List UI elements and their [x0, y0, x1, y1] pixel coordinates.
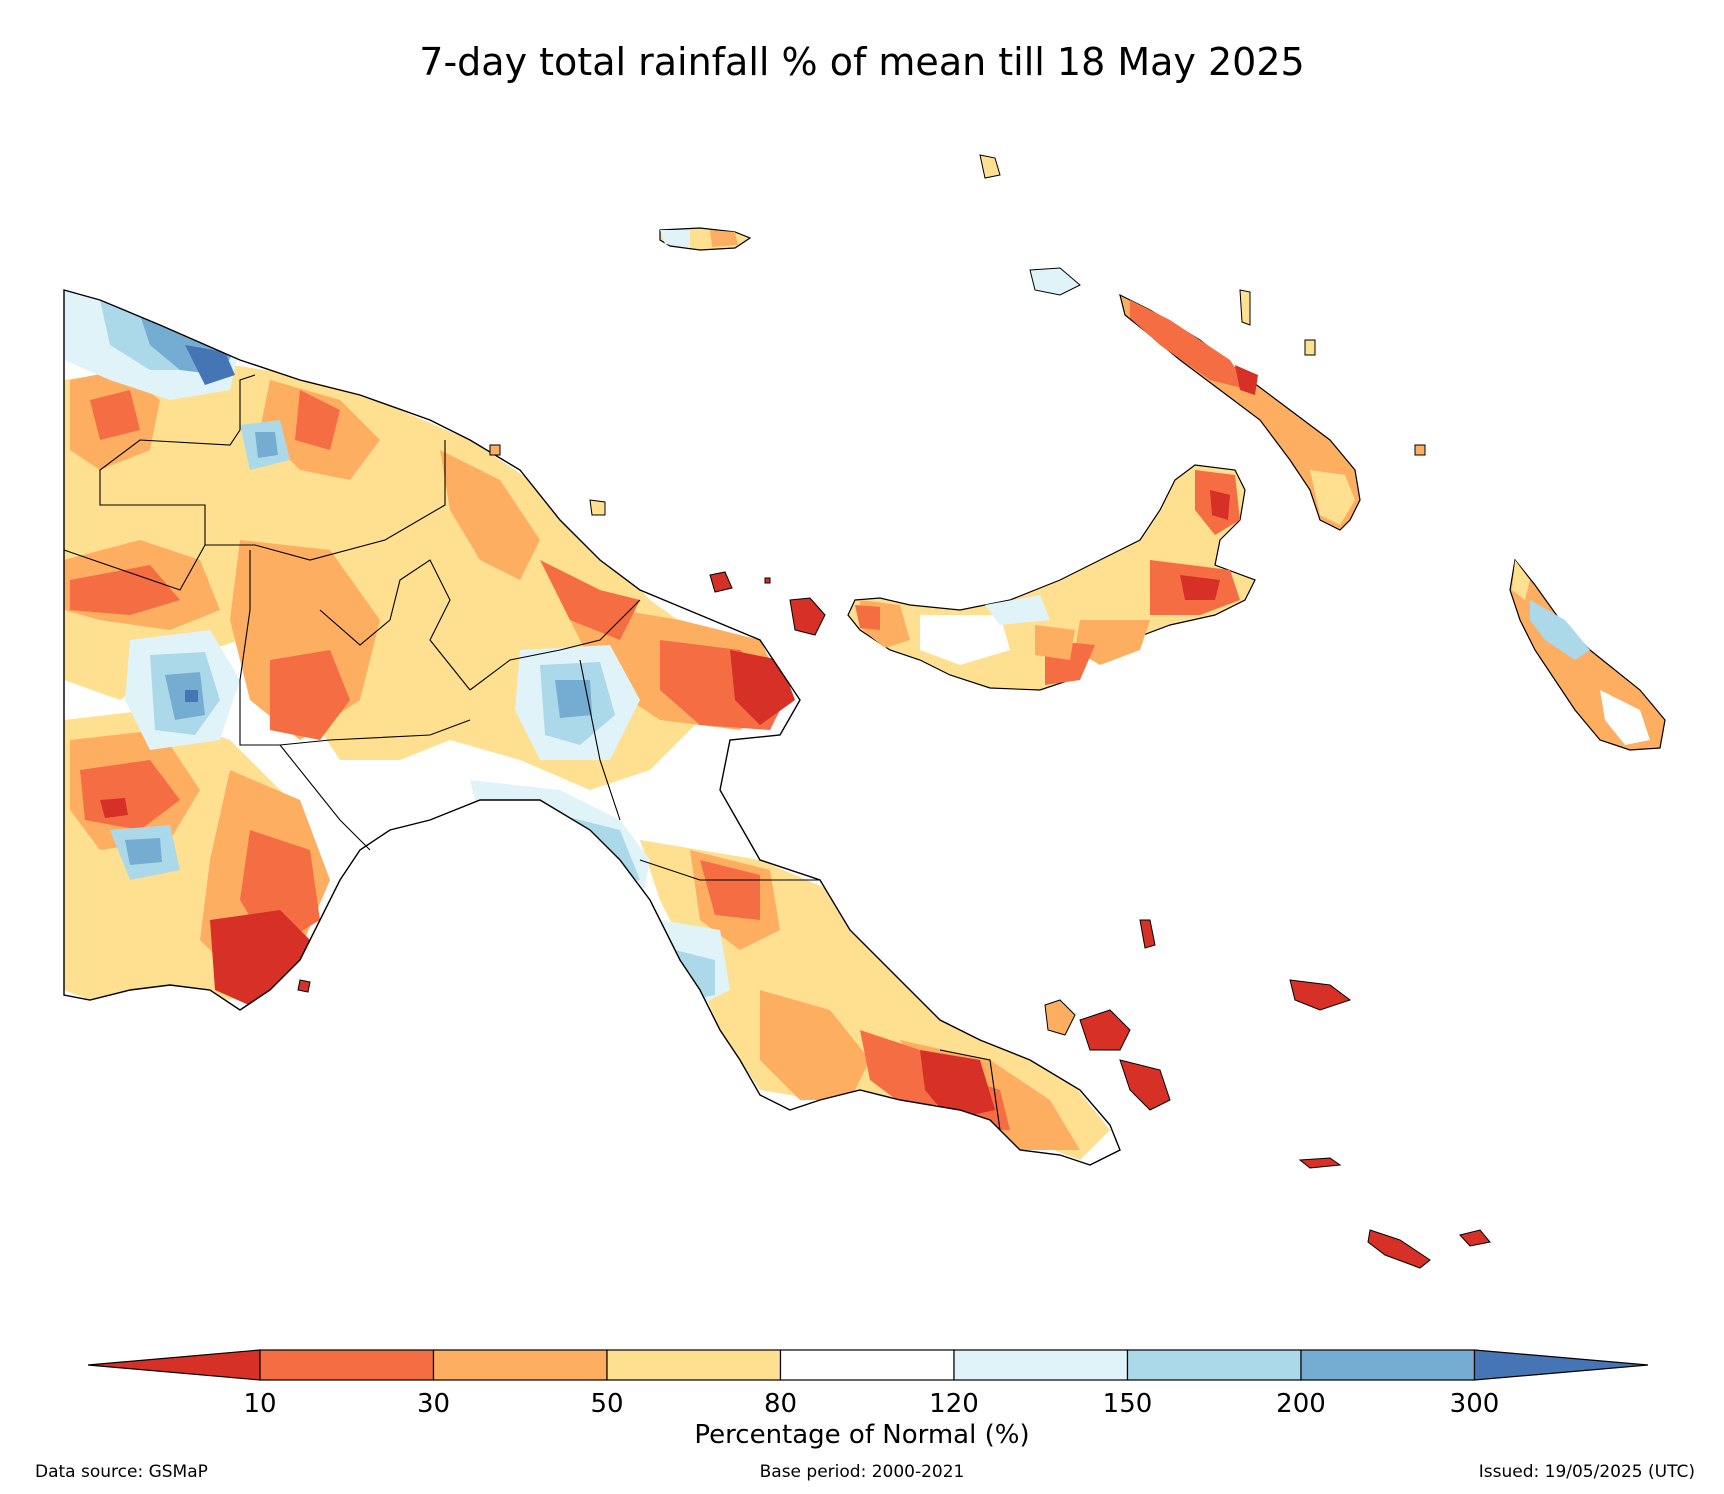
colorbar-segment [953, 1349, 1129, 1381]
duke-of-york-island [1414, 444, 1426, 456]
colorbar-segment [259, 1349, 435, 1381]
base-period: Base period: 2000-2021 [759, 1462, 965, 1482]
colorbar-segment [1473, 1349, 1649, 1381]
schouten-islands [589, 499, 606, 516]
colorbar-tick-label: 120 [929, 1389, 979, 1419]
rainfall-contours [64, 290, 1110, 1160]
umboi-island [789, 597, 826, 636]
colorbar-tick-label: 200 [1276, 1389, 1326, 1419]
bougainville-contours [1512, 560, 1650, 745]
long-island [764, 577, 771, 584]
colorbar-segment [87, 1349, 261, 1381]
colorbar-tick-label: 30 [417, 1389, 450, 1419]
woodlark-island [1289, 979, 1352, 1011]
rossel-island [1459, 1229, 1491, 1247]
daru-island [297, 979, 311, 993]
goodenough-island [1044, 999, 1076, 1036]
colorbar-segment [1300, 1349, 1476, 1381]
colorbar-tick-label: 300 [1450, 1389, 1500, 1419]
map-title: 7-day total rainfall % of mean till 18 M… [419, 40, 1305, 84]
normanby-island [1119, 1059, 1171, 1111]
colorbar-tick-label: 80 [764, 1389, 797, 1419]
new-ireland-contours [1130, 300, 1355, 525]
colorbar-segment [1126, 1349, 1302, 1381]
province-boundaries [63, 374, 1001, 1131]
colorbar-segment [606, 1349, 782, 1381]
rainfall-map [63, 154, 1666, 1269]
colorbar-segment [432, 1349, 608, 1381]
fergusson-island [1079, 1009, 1131, 1051]
issued-date: Issued: 19/05/2025 (UTC) [1478, 1462, 1695, 1482]
misima-island [1298, 1157, 1342, 1169]
colorbar-label: Percentage of Normal (%) [694, 1420, 1030, 1450]
wuvulu-island [489, 444, 501, 456]
lihir-island [1304, 339, 1316, 356]
sudest-island [1367, 1229, 1431, 1269]
colorbar-tick-label: 10 [243, 1389, 276, 1419]
colorbar-tick-label: 150 [1103, 1389, 1153, 1419]
new-hanover [1029, 267, 1081, 296]
colorbar-segment [779, 1349, 955, 1381]
mussau-island [979, 154, 1001, 179]
mainland-outline [63, 289, 1121, 1166]
trobriand-islands [1139, 919, 1156, 949]
colorbar-tick-label: 50 [590, 1389, 623, 1419]
tabar-island [1239, 289, 1251, 326]
karkar-island [709, 571, 733, 593]
new-britain-contours [855, 470, 1240, 685]
data-source: Data source: GSMaP [35, 1462, 208, 1482]
